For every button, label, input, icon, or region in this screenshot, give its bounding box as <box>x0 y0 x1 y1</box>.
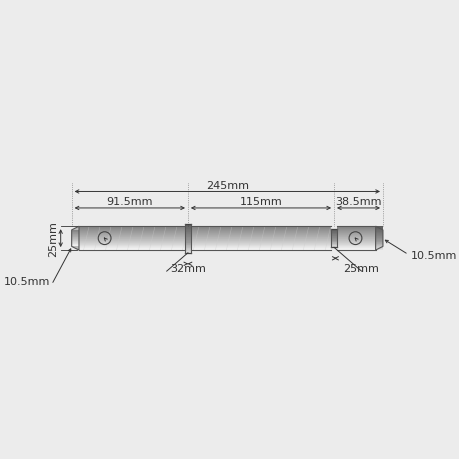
Polygon shape <box>185 246 190 247</box>
Polygon shape <box>375 238 382 239</box>
Polygon shape <box>185 235 190 236</box>
Polygon shape <box>375 248 382 249</box>
Polygon shape <box>185 247 190 248</box>
Polygon shape <box>375 241 382 242</box>
Text: 245mm: 245mm <box>205 180 248 190</box>
Text: 25mm: 25mm <box>343 263 379 274</box>
Polygon shape <box>185 224 190 225</box>
Polygon shape <box>375 227 382 228</box>
Polygon shape <box>330 230 336 231</box>
Polygon shape <box>375 240 382 241</box>
Text: 115mm: 115mm <box>239 197 282 207</box>
Polygon shape <box>330 240 336 241</box>
Polygon shape <box>375 233 382 234</box>
Polygon shape <box>185 234 190 235</box>
Polygon shape <box>185 237 190 238</box>
Polygon shape <box>330 246 336 247</box>
Polygon shape <box>330 243 336 244</box>
Polygon shape <box>185 225 190 226</box>
Polygon shape <box>330 245 336 246</box>
Polygon shape <box>375 235 382 236</box>
Polygon shape <box>185 227 190 228</box>
Polygon shape <box>185 243 190 244</box>
Polygon shape <box>375 234 382 235</box>
Polygon shape <box>185 252 190 253</box>
Polygon shape <box>375 236 382 237</box>
Polygon shape <box>185 245 190 246</box>
Polygon shape <box>185 229 190 230</box>
Polygon shape <box>375 228 382 229</box>
Polygon shape <box>330 234 336 235</box>
Polygon shape <box>185 226 190 227</box>
Polygon shape <box>185 248 190 249</box>
Polygon shape <box>375 245 382 246</box>
Polygon shape <box>185 239 190 240</box>
Polygon shape <box>330 231 336 232</box>
Polygon shape <box>375 242 382 243</box>
Polygon shape <box>330 244 336 245</box>
Polygon shape <box>375 231 382 232</box>
Polygon shape <box>185 240 190 241</box>
Polygon shape <box>185 244 190 245</box>
Polygon shape <box>375 250 382 251</box>
Polygon shape <box>375 246 382 247</box>
Polygon shape <box>185 230 190 231</box>
Polygon shape <box>330 238 336 239</box>
Polygon shape <box>330 247 336 248</box>
Polygon shape <box>330 236 336 237</box>
Polygon shape <box>185 242 190 243</box>
Polygon shape <box>375 232 382 233</box>
Text: 91.5mm: 91.5mm <box>106 197 153 207</box>
Text: 10.5mm: 10.5mm <box>4 276 50 286</box>
Polygon shape <box>330 235 336 236</box>
Polygon shape <box>330 241 336 242</box>
Text: 38.5mm: 38.5mm <box>335 197 381 207</box>
Text: 25mm: 25mm <box>48 221 58 257</box>
Polygon shape <box>375 229 382 230</box>
Polygon shape <box>330 233 336 234</box>
Polygon shape <box>185 231 190 232</box>
Polygon shape <box>185 241 190 242</box>
Polygon shape <box>375 247 382 248</box>
Polygon shape <box>375 237 382 238</box>
Polygon shape <box>375 230 382 231</box>
Polygon shape <box>72 227 79 251</box>
Polygon shape <box>185 251 190 252</box>
Polygon shape <box>185 232 190 233</box>
Polygon shape <box>185 233 190 234</box>
Polygon shape <box>330 242 336 243</box>
Polygon shape <box>375 249 382 250</box>
Polygon shape <box>375 227 382 251</box>
Polygon shape <box>185 236 190 237</box>
Polygon shape <box>375 239 382 240</box>
Polygon shape <box>185 238 190 239</box>
Polygon shape <box>375 244 382 245</box>
Text: 32mm: 32mm <box>170 263 206 274</box>
Polygon shape <box>330 237 336 238</box>
Polygon shape <box>185 228 190 229</box>
Polygon shape <box>185 250 190 251</box>
Polygon shape <box>185 249 190 250</box>
Text: 10.5mm: 10.5mm <box>409 250 456 260</box>
Polygon shape <box>375 243 382 244</box>
Polygon shape <box>330 232 336 233</box>
Polygon shape <box>330 239 336 240</box>
